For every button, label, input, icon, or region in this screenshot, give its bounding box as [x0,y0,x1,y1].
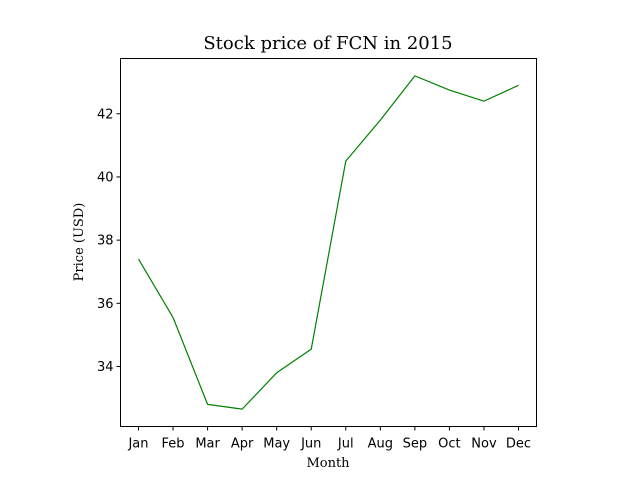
x-axis: Jan Feb Mar Apr May Jun Jul Aug Sep Oct Nov Dec [127,426,531,452]
series-lines [137,75,519,410]
x-tick-label: Jan [127,437,148,452]
x-tick-label: Oct [438,437,460,452]
x-tick-label: Dec [506,437,531,452]
y-tick-label: 42 [97,107,114,122]
plot-area: 34 36 38 40 42 Jan Feb Mar Apr May Jun Jul Aug Sep Oc… [97,58,537,452]
x-tick-label: Nov [471,437,497,452]
y-tick-label: 38 [97,234,114,249]
y-axis-label: Price (USD) [72,203,87,282]
chart-title: Stock price of FCN in 2015 [203,33,452,54]
y-tick-label: 34 [97,360,114,375]
y-tick-label: 40 [97,170,114,185]
plot-frame [120,58,537,427]
series-line [137,75,519,410]
x-tick-label: Jun [300,437,321,452]
x-tick-label: Sep [403,437,428,452]
x-tick-label: May [263,437,290,452]
y-axis: 34 36 38 40 42 [97,107,121,375]
x-tick-label: Apr [231,437,254,452]
x-axis-label: Month [306,456,350,471]
x-tick-label: Mar [195,437,220,452]
x-tick-label: Feb [162,437,185,452]
x-tick-label: Jul [337,437,354,452]
x-tick-label: Aug [368,437,393,452]
y-tick-label: 36 [97,297,114,312]
